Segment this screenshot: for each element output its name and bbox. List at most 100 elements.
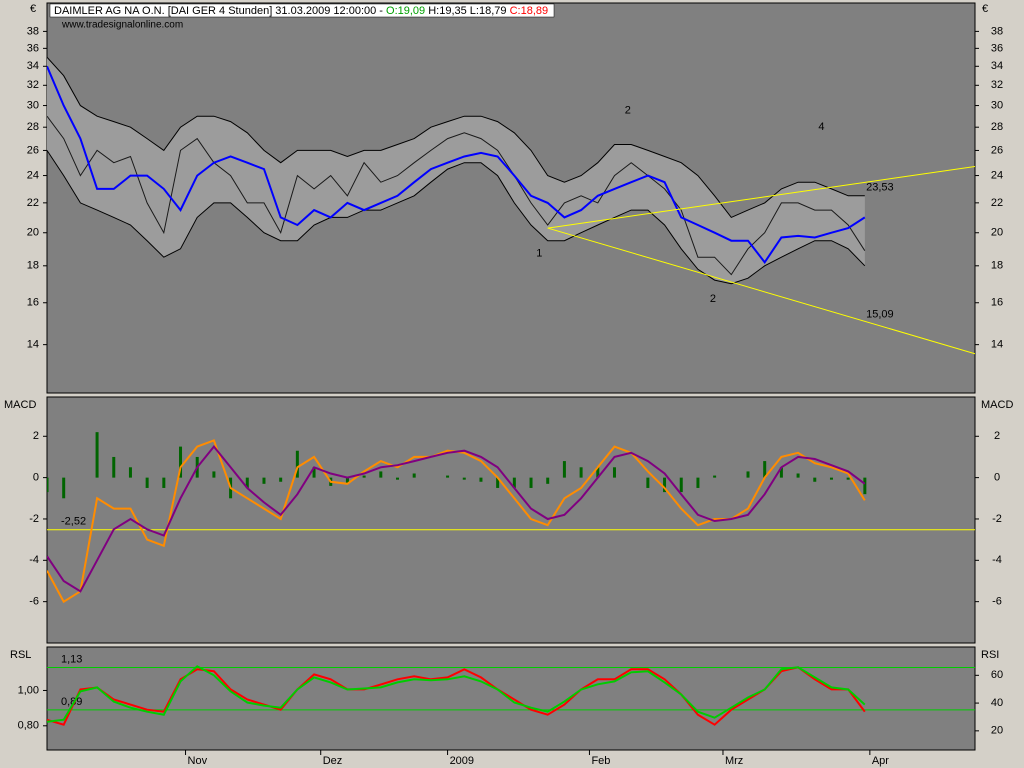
x-tick-label: 2009 [450,755,474,767]
y-tick-label: 2 [33,430,39,442]
annotation: 23,53 [866,181,894,193]
y-tick-label: 18 [991,260,1003,272]
histogram-bar [596,467,600,478]
y-tick-label: 22 [991,197,1003,209]
trend-line [547,227,975,355]
annotation: 15,09 [866,309,894,321]
series-line [47,150,866,285]
histogram-bar [295,450,299,478]
histogram-bar [663,477,667,493]
y-tick-label: 0,80 [18,720,39,732]
y-tick-label: -6 [29,596,39,608]
y-tick-label: -2 [992,513,1002,525]
y-tick-label: 16 [27,297,39,309]
histogram-bar [312,467,316,478]
y-tick-label: 32 [27,79,39,91]
series-line [47,445,866,593]
annotation: 2 [710,293,716,305]
x-tick-label: Feb [591,755,610,767]
y-tick-label: -4 [992,554,1002,566]
y-tick-label: 30 [27,99,39,111]
plot-area [47,56,975,355]
high-low: H:19,35 L:18,79 [428,5,506,17]
y-tick-label: -6 [992,596,1002,608]
y-tick-label: 24 [27,169,39,181]
close: C:18,89 [510,5,549,17]
histogram-bar [112,456,116,478]
histogram-bar [479,477,483,482]
histogram-bar [128,467,132,478]
y-tick-label: 14 [991,339,1003,351]
y-tick-label: 18 [27,260,39,272]
y-tick-label: 34 [27,60,39,72]
histogram-bar [362,475,366,478]
histogram-bar [746,471,750,478]
title: DAIMLER AG NA O.N. [DAI GER 4 Stunden] 3… [54,5,383,17]
y-tick-label: 0 [994,472,1000,484]
y-tick-label: 28 [991,121,1003,133]
y-tick-label: 26 [27,144,39,156]
histogram-bar [179,446,183,478]
histogram-bar [512,477,516,488]
x-tick-label: Mrz [725,755,743,767]
x-tick-label: Apr [872,755,889,767]
histogram-bar [813,477,817,482]
histogram-bar [145,477,149,488]
histogram-bar [846,477,850,480]
macd-title-right: MACD [981,399,1013,411]
y-tick-label: 22 [27,197,39,209]
header-box [49,3,555,18]
histogram-bar [396,477,400,480]
series-line [47,56,865,219]
y-tick-label: 28 [27,121,39,133]
series-line [47,115,866,276]
histogram-bar [679,477,683,493]
histogram-bar [95,432,99,478]
source: www.tradesignalonline.com [61,20,183,31]
y-tick-label: -2 [29,513,39,525]
x-tick-label: Dez [323,755,343,767]
histogram-bar [763,461,767,478]
histogram-bar [646,477,650,488]
histogram-bar [47,477,49,493]
y-tick-label: -4 [29,554,39,566]
y-tick-label: 1,00 [18,684,39,696]
histogram-bar [562,461,566,478]
annotation: 2 [625,105,631,117]
series-line [47,65,866,265]
y-tick-label: 36 [991,42,1003,54]
x-tick-label: Nov [188,755,208,767]
macd-title-left: MACD [4,399,36,411]
histogram-bar [496,477,500,488]
reference-label: 1,13 [61,653,82,665]
y-tick-label: 34 [991,60,1003,72]
annotation: 4 [818,121,824,133]
open: O:19,09 [386,5,425,17]
y-tick-label: 14 [27,339,39,351]
band-fill [47,57,865,284]
y-tick-label: 20 [27,227,39,239]
histogram-bar [212,471,216,478]
histogram-bar [829,477,833,480]
y-tick-label: 38 [991,25,1003,37]
annotation: 1 [536,248,542,260]
y-tick-label: 38 [27,25,39,37]
plot-area: -2,52 [47,432,975,604]
y-tick-label: 24 [991,169,1003,181]
y-tick-label: 36 [27,42,39,54]
rsl-title: RSL [10,649,31,661]
histogram-bar [162,477,166,488]
y2-tick-label: 20 [991,725,1003,737]
histogram-bar [796,473,800,478]
y-tick-label: 26 [991,144,1003,156]
y-tick-label: 30 [991,99,1003,111]
y2-tick-label: 60 [991,669,1003,681]
histogram-bar [529,477,533,488]
trend-line [547,166,975,229]
histogram-bar [713,475,717,478]
y-tick-label: 16 [991,297,1003,309]
reference-label: -2,52 [61,516,86,528]
macd-panel [46,396,976,644]
